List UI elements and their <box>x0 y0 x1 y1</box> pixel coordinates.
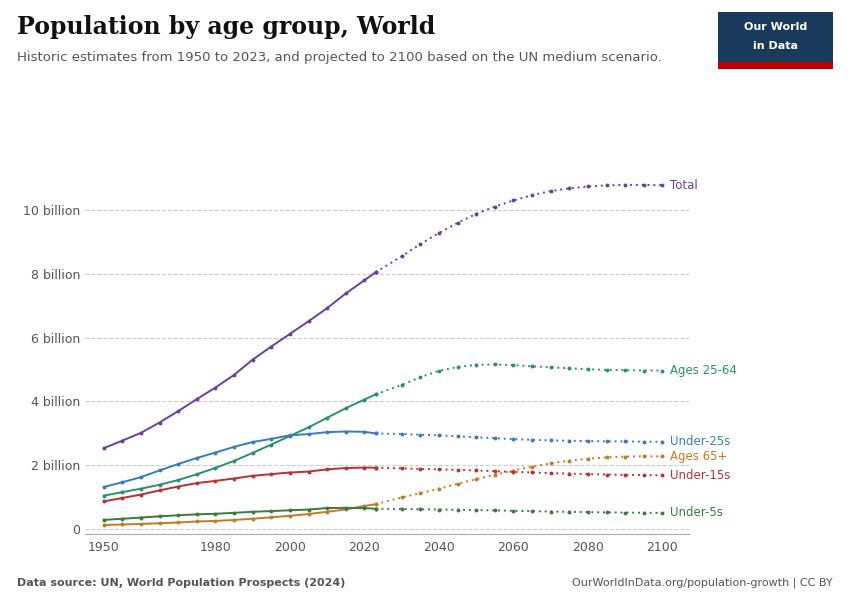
Text: Data source: UN, World Population Prospects (2024): Data source: UN, World Population Prospe… <box>17 578 345 588</box>
Text: Under-25s: Under-25s <box>670 435 730 448</box>
Text: Population by age group, World: Population by age group, World <box>17 15 435 39</box>
Text: Under-15s: Under-15s <box>670 469 730 482</box>
Text: in Data: in Data <box>753 41 798 51</box>
Text: Our World: Our World <box>744 22 808 32</box>
Text: OurWorldInData.org/population-growth | CC BY: OurWorldInData.org/population-growth | C… <box>572 577 833 588</box>
Text: Ages 65+: Ages 65+ <box>670 450 728 463</box>
Text: Historic estimates from 1950 to 2023, and projected to 2100 based on the UN medi: Historic estimates from 1950 to 2023, an… <box>17 51 662 64</box>
Text: Total: Total <box>670 179 698 192</box>
Text: Ages 25-64: Ages 25-64 <box>670 364 737 377</box>
Text: Under-5s: Under-5s <box>670 506 722 520</box>
